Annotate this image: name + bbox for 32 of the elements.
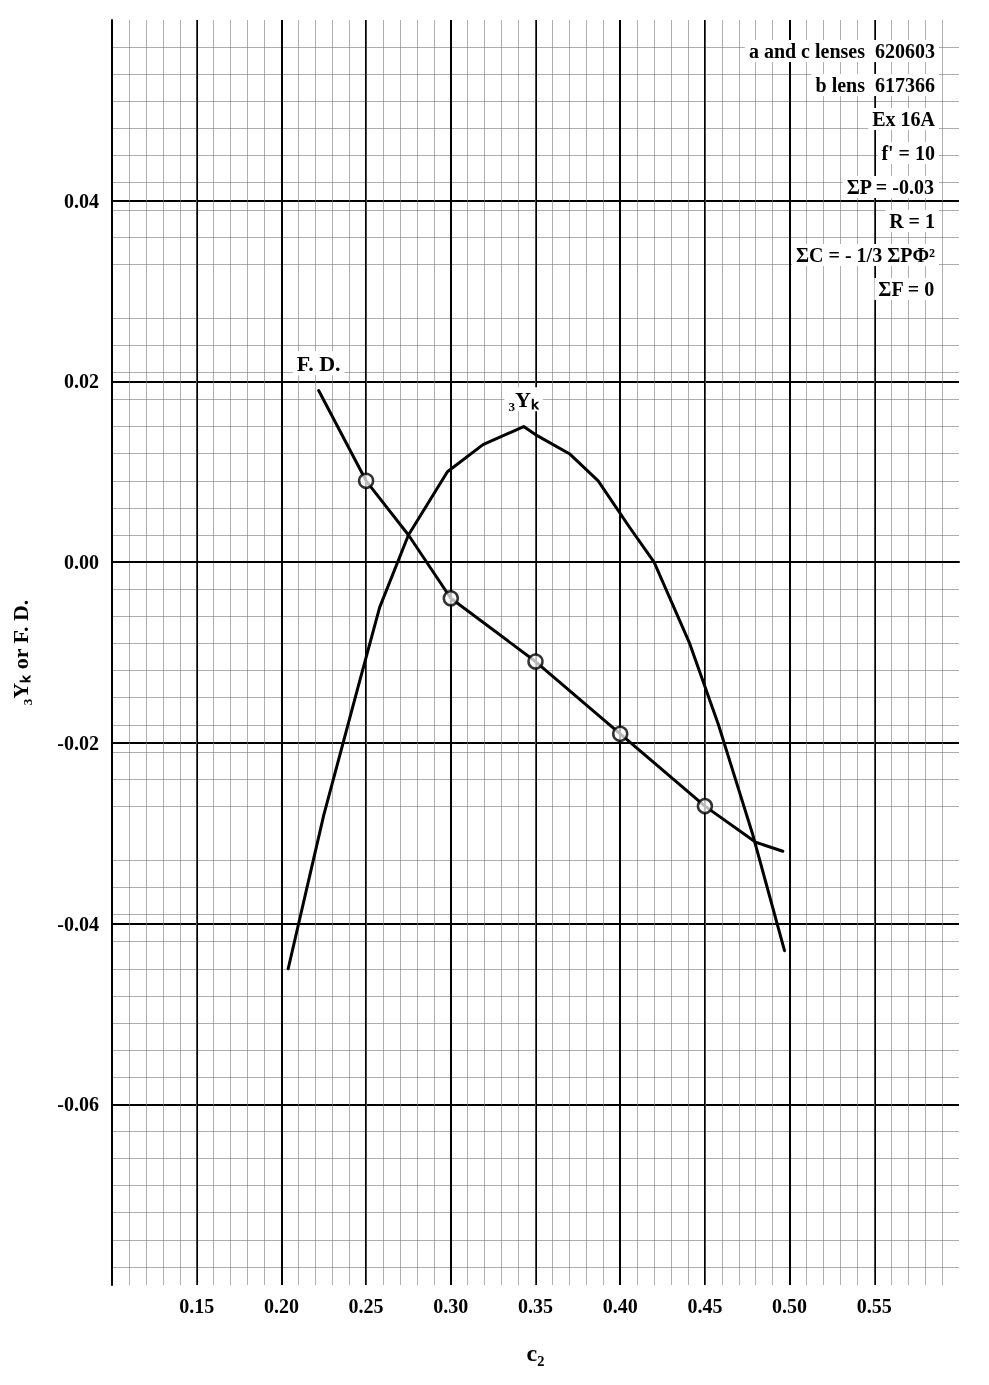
point (611, 725, 629, 743)
y-tick-label: 0.04 (64, 189, 99, 212)
x-tick-label: 0.45 (687, 1295, 723, 1317)
point (527, 653, 544, 670)
x-tick-label: 0.15 (179, 1295, 215, 1317)
point (696, 797, 714, 815)
y-axis-title: ₃Yₖ or F. D. (7, 599, 33, 706)
annotation: f' = 10 (881, 142, 936, 164)
annotation: b lens 617366 (815, 74, 936, 96)
x-tick-label: 0.40 (602, 1295, 638, 1317)
y-tick-label: 0.00 (64, 551, 99, 574)
x-tick-label: 0.25 (348, 1295, 384, 1317)
annotation: Ex 16A (872, 108, 936, 130)
x-axis-title: c₂ (526, 1340, 545, 1366)
point (442, 590, 460, 607)
y-tick-label: 0.02 (64, 370, 99, 393)
y-tick-label: -0.06 (57, 1093, 99, 1116)
annotation: R = 1 (889, 210, 935, 232)
annotation: ΣF = 0 (878, 278, 935, 300)
x-tick-label: 0.30 (433, 1295, 469, 1317)
x-tick-label: 0.20 (263, 1295, 299, 1317)
series-label: ₃Yₖ (508, 386, 540, 412)
annotation: ΣP = -0.03 (846, 176, 934, 198)
x-tick-label: 0.50 (772, 1295, 808, 1317)
point (357, 472, 375, 490)
x-tick-label: 0.55 (856, 1295, 892, 1317)
y-tick-label: -0.04 (57, 912, 99, 935)
annotation: a and c lenses 620603 (748, 40, 935, 62)
y-tick-label: -0.02 (57, 731, 99, 754)
x-tick-label: 0.35 (518, 1295, 553, 1317)
series-label: F. D. (296, 350, 341, 376)
annotation: ΣC = - 1/3 ΣPΦ² (796, 244, 936, 266)
